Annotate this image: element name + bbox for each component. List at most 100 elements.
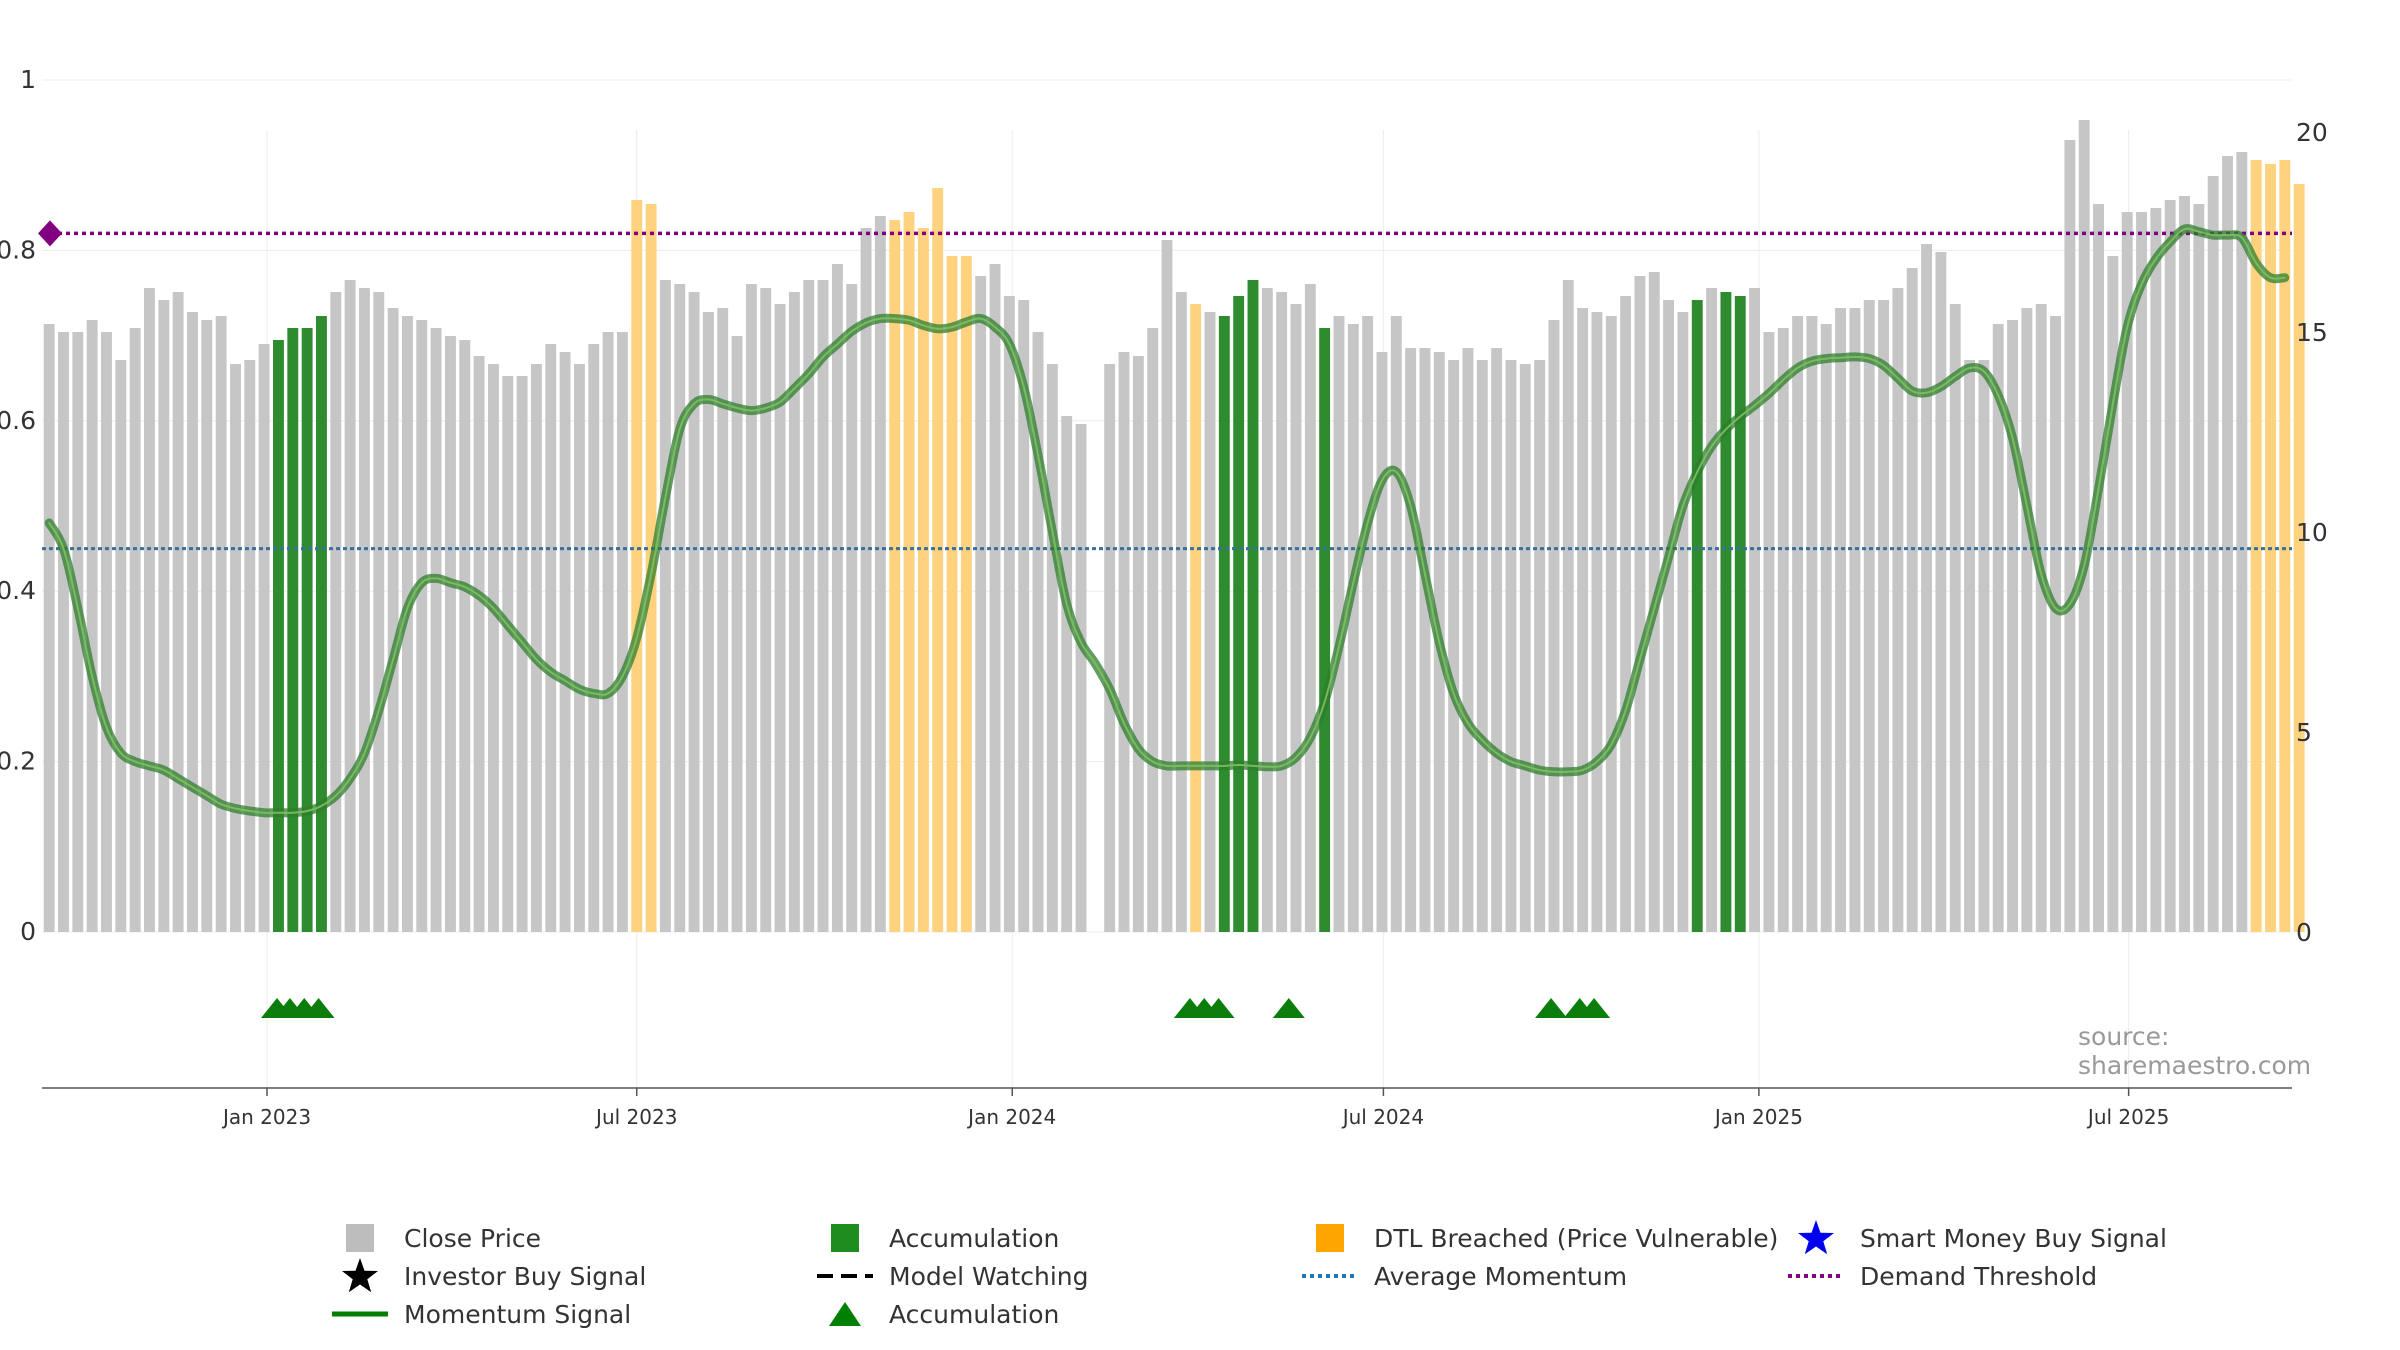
close-price-bar (831, 264, 843, 932)
left-tick-label: 0.8 (0, 235, 36, 264)
close-price-bar (1835, 308, 1847, 932)
close-price-bar (1605, 316, 1617, 932)
x-tick-label: Jul 2023 (594, 1105, 677, 1129)
close-price-bar (1003, 296, 1015, 932)
close-price-bar (1634, 276, 1646, 932)
close-price-bar (416, 320, 428, 932)
close-price-bar (1792, 316, 1804, 932)
close-price-bar (817, 280, 829, 932)
close-price-bar (1763, 332, 1775, 932)
accumulation-triangle (1578, 998, 1611, 1018)
accumulation-triangle (1535, 998, 1568, 1018)
close-price-bar (1677, 312, 1689, 932)
dtl-breached-bar (2293, 184, 2305, 932)
close-price-bar (1620, 296, 1632, 932)
left-tick-label: 0.4 (0, 576, 36, 605)
close-price-bar (1476, 360, 1488, 932)
close-price-bar (2064, 140, 2076, 932)
close-price-bar (573, 364, 585, 932)
close-price-bar (2007, 320, 2018, 932)
close-price-bar (2107, 256, 2119, 932)
close-price-bar (459, 340, 471, 932)
close-price-bar (502, 376, 514, 932)
close-price-bar (1290, 304, 1302, 932)
close-price-bar (2207, 176, 2219, 932)
close-price-bar (1863, 300, 1875, 932)
close-price-bar (1132, 356, 1144, 932)
close-price-bar (172, 292, 184, 932)
right-tick-label: 15 (2296, 318, 2328, 347)
close-price-bar (1663, 300, 1675, 932)
close-price-bar (58, 332, 69, 932)
close-price-bar (688, 292, 700, 932)
accumulation-triangle (1202, 998, 1235, 1018)
accumulation-bar (287, 328, 299, 932)
close-price-bar (402, 316, 413, 932)
close-price-bar (1362, 316, 1374, 932)
close-price-bar (1505, 360, 1517, 932)
close-price-bar (72, 332, 84, 932)
close-price-bar (1777, 328, 1789, 932)
close-price-bar (359, 288, 370, 932)
close-price-bar (1390, 316, 1402, 932)
right-tick-label: 5 (2296, 718, 2312, 747)
close-price-bar (201, 320, 213, 932)
close-price-bar (674, 284, 686, 932)
close-price-bar (774, 304, 786, 932)
close-price-bar (387, 308, 399, 932)
close-price-bar (444, 336, 456, 932)
close-price-bar (473, 356, 485, 932)
accumulation-bar (1247, 280, 1259, 932)
close-price-bar (2078, 120, 2090, 932)
accumulation-triangle (302, 998, 335, 1018)
close-price-bar (215, 316, 227, 932)
dtl-breached-bar (932, 188, 944, 932)
close-price-bar (1304, 284, 1316, 932)
close-price-bar (344, 280, 356, 932)
accumulation-bar (1691, 300, 1703, 932)
accumulation-bar (316, 316, 327, 932)
close-price-bar (244, 360, 256, 932)
accumulation-bar (1720, 292, 1732, 932)
close-price-bar (731, 336, 743, 932)
close-price-bar (1921, 244, 1932, 932)
close-price-bar (101, 332, 112, 932)
close-price-bar (158, 300, 170, 932)
close-price-bar (2035, 304, 2047, 932)
right-tick-label: 10 (2296, 518, 2328, 547)
dtl-breached-bar (946, 256, 958, 932)
close-price-bar (43, 324, 55, 932)
close-price-bar (989, 264, 1001, 932)
close-price-bar (516, 376, 528, 932)
close-price-bar (1419, 348, 1431, 932)
dtl-breached-bar (903, 212, 915, 932)
close-price-bar (115, 360, 127, 932)
close-price-bar (846, 284, 858, 932)
close-price-bar (1906, 268, 1918, 932)
close-price-bar (1978, 360, 1990, 932)
close-price-bar (1491, 348, 1503, 932)
close-price-bar (2179, 196, 2190, 932)
close-price-bar (1591, 312, 1603, 932)
close-price-bar (487, 364, 499, 932)
close-price-bar (1577, 308, 1589, 932)
close-price-bar (1075, 424, 1087, 932)
momentum-signal-highlight (48, 227, 2286, 814)
close-price-bar (187, 312, 198, 932)
accumulation-bar (1218, 316, 1230, 932)
close-price-bar (1061, 416, 1073, 932)
dtl-breached-bar (631, 200, 643, 932)
close-price-bar (373, 292, 385, 932)
marker-layer (261, 998, 1611, 1018)
close-price-bar (1806, 316, 1818, 932)
close-price-bar (1104, 364, 1116, 932)
left-tick-label: 1 (20, 65, 36, 94)
dtl-breached-bar (960, 256, 972, 932)
close-price-bar (1878, 300, 1890, 932)
close-price-bar (1462, 348, 1474, 932)
close-price-bar (874, 216, 886, 932)
accumulation-triangle (1272, 998, 1305, 1018)
close-price-bar (230, 364, 241, 932)
accumulation-bar (273, 340, 284, 932)
